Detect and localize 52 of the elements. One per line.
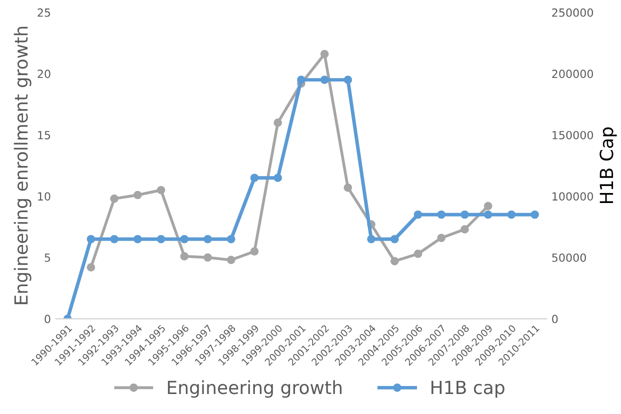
y-tick-label: 5	[44, 254, 50, 262]
point	[156, 186, 166, 194]
point	[156, 234, 166, 244]
point	[274, 118, 282, 127]
point	[226, 234, 236, 244]
point	[133, 234, 142, 244]
y-tick-label: 0	[44, 314, 50, 324]
y-tick-label: 10	[38, 192, 50, 201]
point	[297, 76, 306, 84]
point	[460, 225, 469, 234]
point	[437, 210, 446, 219]
y2-tick-label: 200000	[552, 70, 594, 78]
point	[437, 234, 446, 242]
y-tick-label: 15	[38, 131, 50, 140]
point	[110, 234, 118, 244]
point	[110, 194, 118, 203]
y-axis-title: Engineering enrollment growth	[14, 26, 32, 304]
y2-tick-label: 150000	[552, 130, 594, 140]
point	[204, 234, 212, 244]
point	[274, 174, 282, 182]
y2-axis-title: H1B Cap	[600, 127, 617, 203]
point	[414, 210, 422, 219]
point	[86, 263, 96, 272]
point	[530, 210, 539, 219]
point	[484, 202, 492, 210]
y-tick-label: 20	[38, 70, 50, 78]
point	[367, 234, 376, 244]
y2-tick-label: 250000	[552, 8, 594, 17]
y2-tick-label: 50000	[552, 253, 586, 262]
point	[250, 247, 259, 256]
point	[344, 183, 352, 192]
point	[390, 257, 399, 266]
y2-tick-label: 100000	[552, 192, 594, 201]
y-tick-label: 25	[38, 8, 50, 17]
point	[507, 210, 516, 219]
point	[390, 234, 399, 244]
point	[460, 210, 469, 219]
legend-label: H1B cap	[432, 380, 504, 398]
point	[86, 234, 96, 244]
point	[344, 76, 352, 84]
point	[226, 256, 236, 264]
point	[204, 253, 212, 262]
point	[133, 190, 142, 200]
point	[180, 234, 189, 244]
point	[180, 252, 189, 260]
y2-tick-label: 0	[552, 314, 558, 324]
point	[320, 50, 329, 58]
point	[320, 76, 329, 84]
point	[250, 174, 259, 182]
legend-label: Engineering growth	[168, 380, 342, 398]
point	[484, 210, 492, 219]
point	[414, 250, 422, 258]
